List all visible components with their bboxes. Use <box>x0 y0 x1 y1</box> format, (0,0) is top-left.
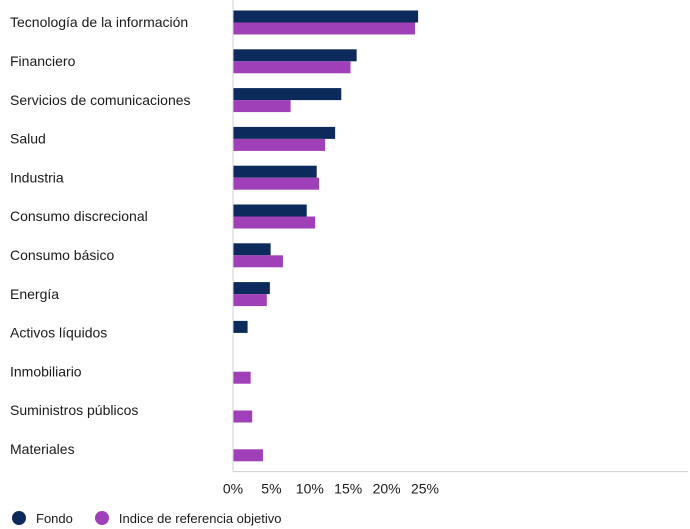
bar-indice <box>233 61 351 74</box>
bar-indice <box>233 138 326 151</box>
bar-indice <box>233 216 316 229</box>
category-label: Tecnología de la información <box>10 14 188 30</box>
legend-item-indice: Indice de referencia objetivo <box>94 510 282 526</box>
legend-swatch-indice <box>94 511 109 525</box>
bar-fondo <box>233 88 342 101</box>
x-tick-label: 0% <box>223 481 243 497</box>
bar-fondo <box>233 126 336 139</box>
x-tick-label: 10% <box>296 481 324 497</box>
bar-fondo <box>233 204 307 217</box>
bar-indice <box>233 371 251 384</box>
legend-item-fondo: Fondo <box>12 511 73 526</box>
bar-fondo <box>233 49 357 62</box>
bar-indice <box>233 177 320 190</box>
category-label: Suministros públicos <box>10 402 138 418</box>
x-tick-label: 25% <box>411 481 439 497</box>
category-label: Financiero <box>10 53 76 69</box>
x-tick-label: 5% <box>261 481 281 497</box>
legend-label-indice: Indice de referencia objetivo <box>118 510 282 526</box>
bar-indice <box>233 100 291 113</box>
category-label: Inmobiliario <box>10 363 82 379</box>
category-label: Consumo discrecional <box>10 208 148 224</box>
category-label: Salud <box>10 131 46 147</box>
bar-indice <box>233 410 253 423</box>
category-labels: Tecnología de la información Financiero Se… <box>10 14 191 457</box>
bar-indice <box>233 449 263 462</box>
x-tick-labels: 0% 5% 10% 15% 20% 25% <box>223 481 439 497</box>
bar-fondo <box>233 243 271 256</box>
bar-fondo <box>233 320 248 333</box>
category-label: Energía <box>10 286 59 302</box>
category-label: Materiales <box>10 441 75 457</box>
x-tick-label: 15% <box>334 481 362 497</box>
legend: Fondo Indice de referencia objetivo <box>0 508 303 528</box>
bar-indice <box>233 22 416 35</box>
bar-indice <box>233 255 283 268</box>
bar-fondo <box>233 282 270 295</box>
category-label: Consumo básico <box>10 247 114 263</box>
legend-label-fondo: Fondo <box>36 510 73 526</box>
legend-swatch-fondo <box>12 511 26 525</box>
category-label: Servicios de comunicaciones <box>10 92 191 108</box>
bar-chart: Tecnología de la información Financiero Se… <box>10 0 688 497</box>
bars <box>233 10 419 462</box>
bar-fondo <box>233 10 419 23</box>
bar-indice <box>233 294 267 307</box>
bar-fondo <box>233 165 317 178</box>
x-tick-label: 20% <box>373 481 401 497</box>
category-label: Industria <box>10 169 64 185</box>
category-label: Activos líquidos <box>10 325 107 341</box>
